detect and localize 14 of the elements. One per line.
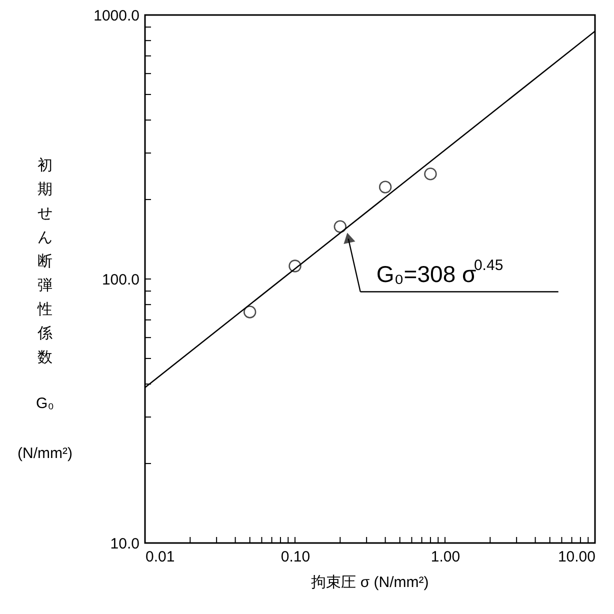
y-tick-label: 100.0 <box>102 272 140 288</box>
text: 初期せん断弾性係数 G₀ (N/mm²) <box>18 157 72 462</box>
x-tick-label: 0.01 <box>146 548 175 566</box>
point <box>334 220 347 233</box>
x-tick-label: 1.00 <box>430 548 460 566</box>
x-tick-label: 10.00 <box>558 548 596 566</box>
y-tick-label: 1000.0 <box>94 8 140 24</box>
point <box>243 306 256 318</box>
point <box>288 260 302 272</box>
point <box>424 168 437 180</box>
y-tick-label: 10.0 <box>110 536 140 552</box>
point <box>378 180 392 194</box>
x-axis-title: 拘束圧 σ (N/mm²) <box>311 574 429 591</box>
x-tick-label: 0.10 <box>280 548 310 566</box>
